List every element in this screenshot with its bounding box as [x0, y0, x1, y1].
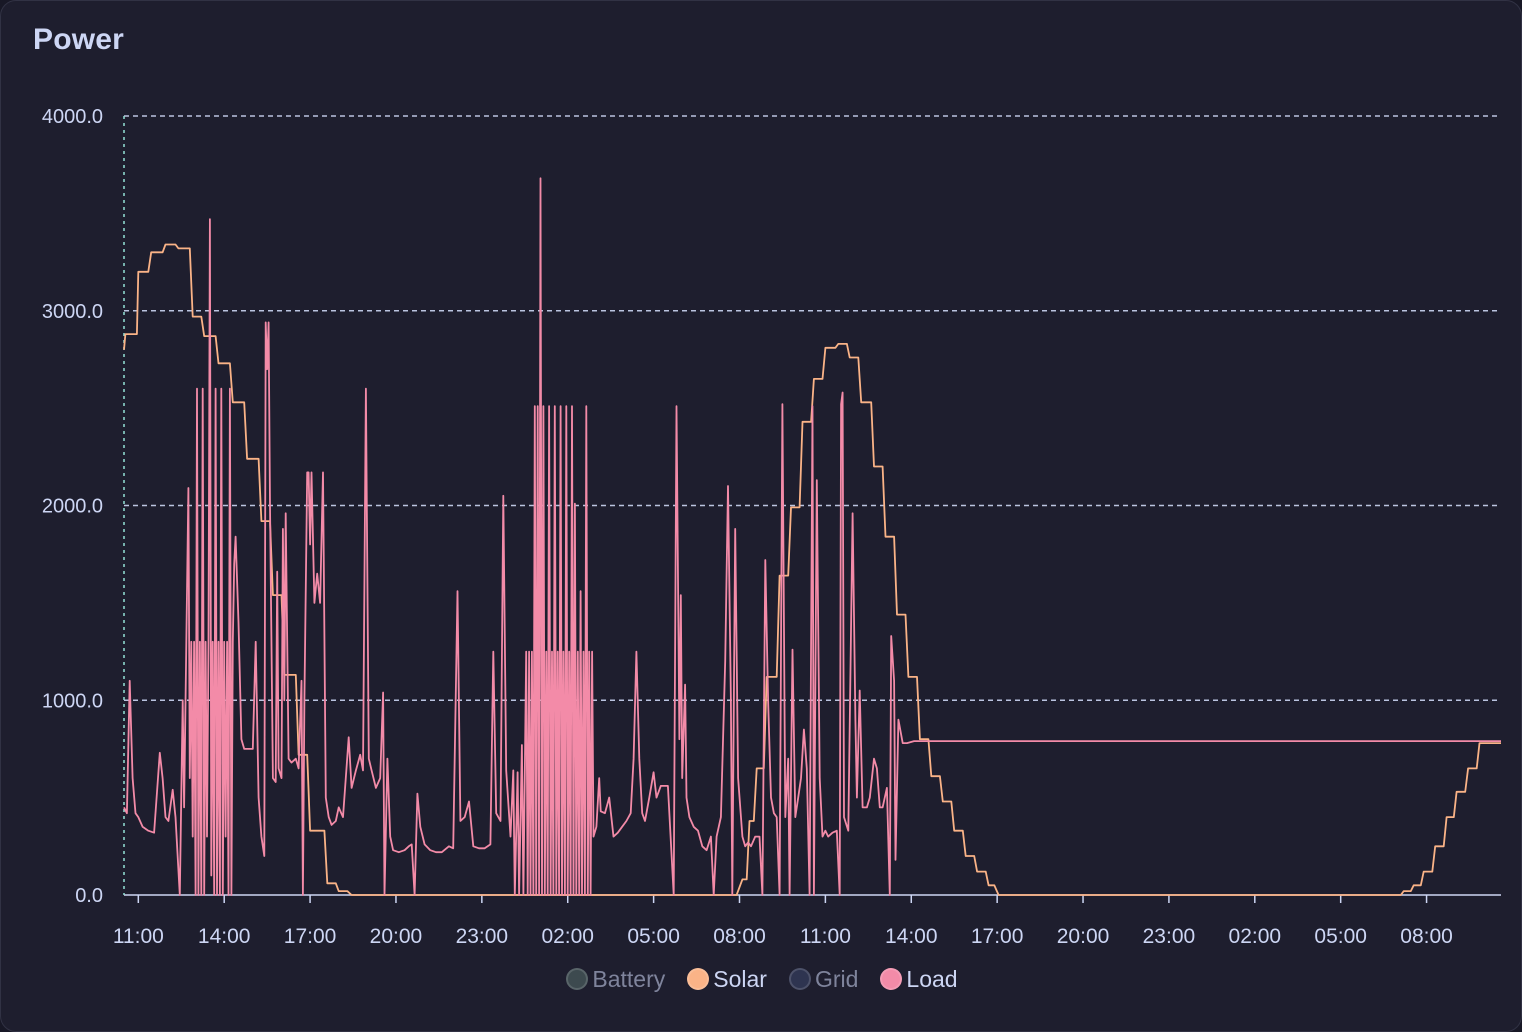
legend-swatch-solar [687, 968, 710, 990]
x-tick-label-9: 14:00 [885, 925, 938, 948]
x-tick-label-4: 23:00 [456, 925, 509, 948]
legend-label-load: Load [906, 965, 958, 992]
legend-item-load[interactable]: Load [880, 965, 958, 993]
y-tick-label-4: 4000.0 [42, 106, 103, 128]
legend-item-grid[interactable]: Grid [788, 965, 859, 993]
x-tick-label-11: 20:00 [1057, 925, 1110, 948]
x-tick-label-0: 11:00 [113, 925, 164, 948]
legend-item-battery[interactable]: Battery [566, 966, 665, 993]
legend-label-grid: Grid [814, 965, 859, 992]
card-title: Power [33, 23, 125, 56]
x-tick-label-1: 14:00 [198, 925, 251, 948]
chart-legend: Battery Solar Grid Load [1, 961, 1521, 997]
x-tick-label-15: 08:00 [1400, 925, 1453, 948]
x-tick-label-7: 08:00 [713, 925, 766, 948]
x-tick-label-10: 17:00 [971, 925, 1024, 948]
legend-label-solar: Solar [713, 965, 767, 992]
legend-swatch-load [880, 968, 903, 990]
x-tick-label-3: 20:00 [370, 925, 423, 948]
series-line-solar [123, 243, 1501, 896]
x-tick-label-6: 05:00 [627, 925, 680, 948]
legend-label-battery: Battery [592, 965, 666, 992]
x-tick-label-12: 23:00 [1143, 925, 1196, 948]
x-tick-label-8: 11:00 [800, 925, 851, 948]
y-tick-label-2: 2000.0 [42, 496, 103, 518]
y-tick-label-1: 1000.0 [42, 690, 103, 712]
legend-item-solar[interactable]: Solar [687, 966, 767, 993]
y-tick-label-0: 0.0 [75, 885, 103, 907]
legend-swatch-grid [788, 968, 811, 990]
y-tick-label-3: 3000.0 [42, 301, 103, 323]
legend-swatch-battery [566, 968, 589, 990]
x-tick-label-13: 02:00 [1229, 925, 1282, 948]
series-line-load [123, 177, 1501, 896]
x-tick-label-14: 05:00 [1314, 925, 1367, 948]
x-tick-label-2: 17:00 [284, 925, 337, 948]
x-tick-label-5: 02:00 [541, 925, 594, 948]
